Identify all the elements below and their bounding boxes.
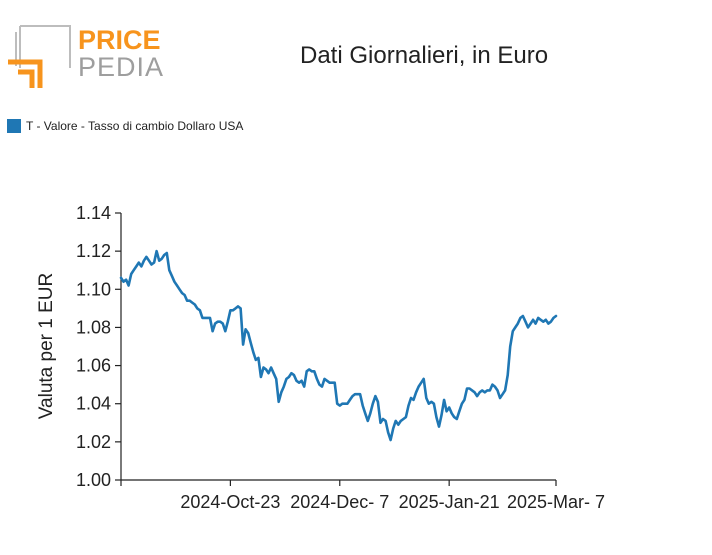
y-tick-label: 1.02 [76,432,111,452]
line-chart: 1.00 1.02 1.04 1.06 1.08 1.10 1.12 1.14 2024-Oct… [0,0,712,555]
series-line [121,251,556,440]
y-axis-title: Valuta per 1 EUR [36,273,57,419]
y-tick-label: 1.12 [76,241,111,261]
y-tick-label: 1.14 [76,203,111,223]
x-tick-label: 2025-Jan-21 [399,492,500,512]
y-tick-label: 1.00 [76,470,111,490]
x-tick-label: 2025-Mar- 7 [507,492,605,512]
y-tick-label: 1.10 [76,279,111,299]
x-tick-label: 2024-Oct-23 [180,492,280,512]
x-tick-label: 2024-Dec- 7 [290,492,389,512]
y-tick-label: 1.04 [76,394,111,414]
y-tick-label: 1.06 [76,356,111,376]
series-layer [121,251,556,440]
axes: 1.00 1.02 1.04 1.06 1.08 1.10 1.12 1.14 2024-Oct… [76,203,605,512]
y-tick-label: 1.08 [76,317,111,337]
